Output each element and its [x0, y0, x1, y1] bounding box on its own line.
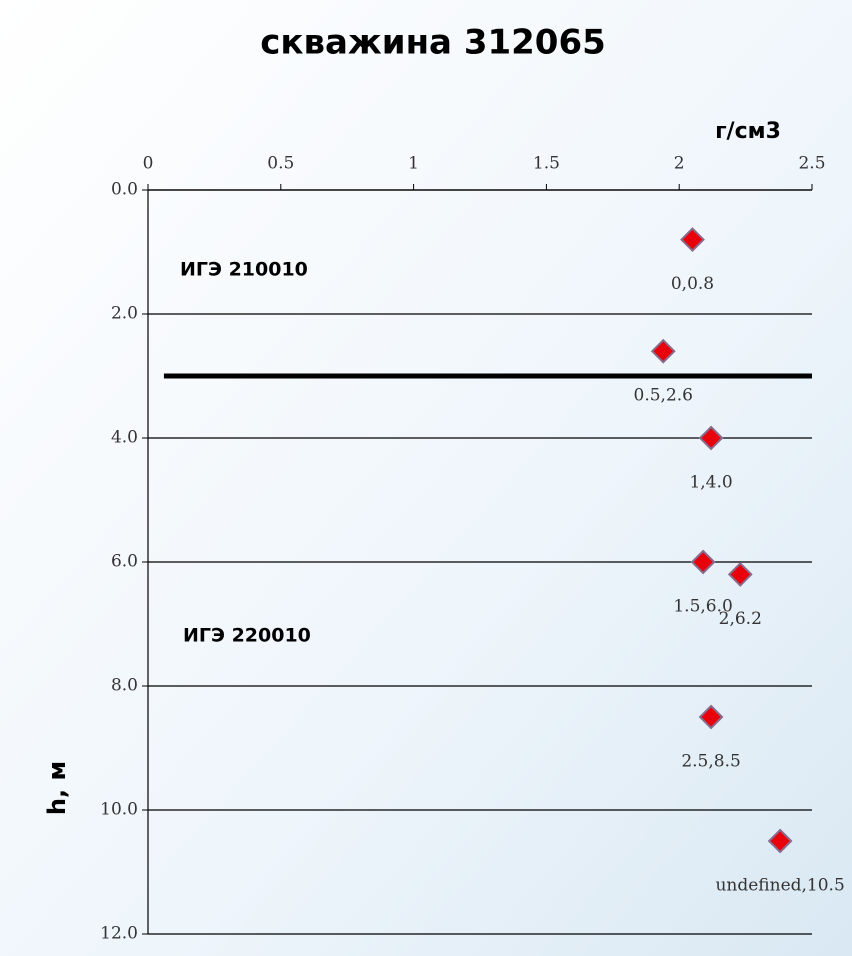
y-axis-label: h, м — [43, 761, 71, 815]
x-tick-label: 0.5 — [267, 154, 294, 174]
data-label: 1,4.0 — [689, 473, 732, 493]
data-label: 0,0.8 — [671, 274, 714, 294]
y-tick-label: 10.0 — [100, 800, 138, 820]
y-tick-label: 4.0 — [111, 428, 138, 448]
x-tick-label: 1.5 — [533, 154, 560, 174]
y-tick-label: 6.0 — [111, 552, 138, 572]
chart: скважина 312065 г/см3 h, м ИГЭ 210010 ИГ… — [0, 0, 852, 956]
data-label: 2.5,8.5 — [681, 752, 740, 772]
data-label: 0.5,2.6 — [634, 386, 693, 406]
chart-title: скважина 312065 — [260, 23, 606, 63]
x-tick-label: 0 — [143, 154, 154, 174]
y-tick-label: 0.0 — [111, 180, 138, 200]
y-tick-label: 2.0 — [111, 304, 138, 324]
y-tick-label: 8.0 — [111, 676, 138, 696]
x-tick-label: 2 — [674, 154, 685, 174]
x-tick-label: 1 — [408, 154, 419, 174]
annotation: ИГЭ 210010 — [180, 259, 308, 281]
x-tick-label: 2.5 — [798, 154, 825, 174]
data-label: 2,6.2 — [719, 609, 762, 629]
x-axis-label: г/см3 — [715, 119, 781, 144]
y-tick-label: 12.0 — [100, 924, 138, 944]
annotation: ИГЭ 220010 — [183, 625, 311, 647]
data-label: undefined,10.5 — [715, 876, 844, 896]
page: скважина 312065 г/см3 h, м ИГЭ 210010 ИГ… — [0, 0, 852, 956]
